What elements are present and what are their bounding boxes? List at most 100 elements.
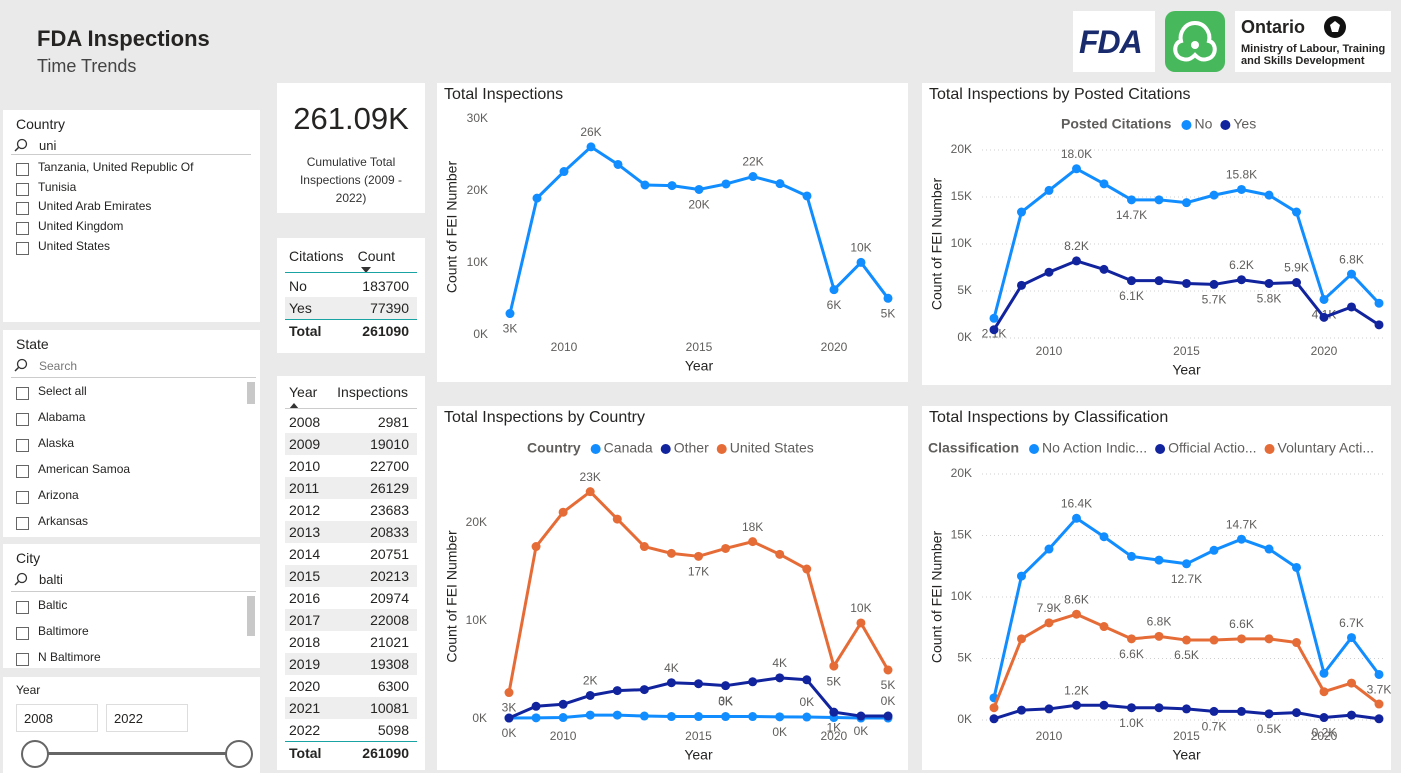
data-point[interactable] xyxy=(1182,704,1191,714)
data-point[interactable] xyxy=(721,681,731,691)
table-cell[interactable]: 20833 xyxy=(370,524,409,540)
slider-handle[interactable] xyxy=(21,740,49,768)
search-placeholder[interactable]: Search xyxy=(39,359,78,373)
table-cell[interactable]: 20213 xyxy=(370,568,409,584)
data-point[interactable] xyxy=(1319,668,1329,678)
data-point[interactable] xyxy=(748,537,758,547)
slicer-item[interactable]: Tanzania, United Republic Of xyxy=(38,160,194,174)
checkbox[interactable] xyxy=(16,182,29,196)
data-point[interactable] xyxy=(1044,185,1054,195)
data-point[interactable] xyxy=(1127,634,1136,644)
data-point[interactable] xyxy=(1182,198,1191,208)
data-point[interactable] xyxy=(1374,298,1384,308)
data-point[interactable] xyxy=(1264,709,1274,719)
table-cell[interactable]: 6300 xyxy=(377,678,409,694)
data-point[interactable] xyxy=(612,710,622,720)
table-cell[interactable]: 2018 xyxy=(289,634,321,650)
data-point[interactable] xyxy=(694,184,704,194)
data-point[interactable] xyxy=(802,675,812,685)
data-point[interactable] xyxy=(1044,544,1054,554)
data-point[interactable] xyxy=(802,191,812,201)
data-point[interactable] xyxy=(1017,280,1026,290)
data-point[interactable] xyxy=(883,665,893,675)
checkbox[interactable] xyxy=(16,413,29,426)
data-point[interactable] xyxy=(883,711,893,721)
legend-swatch[interactable] xyxy=(1181,120,1192,130)
data-point[interactable] xyxy=(694,712,703,722)
data-point[interactable] xyxy=(1072,513,1081,523)
data-point[interactable] xyxy=(1347,710,1356,720)
data-point[interactable] xyxy=(1017,634,1026,644)
data-point[interactable] xyxy=(1374,320,1384,330)
legend-swatch[interactable] xyxy=(1029,444,1040,454)
data-point[interactable] xyxy=(612,686,622,696)
slicer-item[interactable]: Baltimore xyxy=(38,624,89,638)
slicer-item[interactable]: Alabama xyxy=(38,410,86,424)
data-point[interactable] xyxy=(1292,278,1301,288)
data-point[interactable] xyxy=(748,172,758,182)
data-point[interactable] xyxy=(1292,562,1301,572)
data-point[interactable] xyxy=(1292,207,1301,217)
data-point[interactable] xyxy=(856,257,866,267)
column-header[interactable]: Count xyxy=(357,248,395,264)
data-point[interactable] xyxy=(1127,276,1136,286)
data-point[interactable] xyxy=(1154,631,1164,641)
data-point[interactable] xyxy=(1017,571,1026,581)
data-point[interactable] xyxy=(1292,708,1301,718)
data-point[interactable] xyxy=(748,677,758,687)
range-input[interactable]: 2008 xyxy=(16,704,98,732)
slicer-item[interactable]: Select all xyxy=(38,384,87,398)
data-point[interactable] xyxy=(1099,532,1109,542)
data-point[interactable] xyxy=(666,678,676,688)
data-point[interactable] xyxy=(1374,714,1384,724)
table-cell[interactable]: 2008 xyxy=(289,414,321,430)
data-point[interactable] xyxy=(1127,703,1136,713)
data-point[interactable] xyxy=(640,180,650,190)
data-point[interactable] xyxy=(613,159,623,169)
table-cell[interactable]: 2022 xyxy=(289,722,321,738)
data-point[interactable] xyxy=(1127,195,1136,205)
data-point[interactable] xyxy=(775,179,785,189)
table-cell[interactable]: 26129 xyxy=(370,480,409,496)
data-point[interactable] xyxy=(1209,190,1219,200)
data-point[interactable] xyxy=(1374,669,1384,679)
data-point[interactable] xyxy=(585,690,595,700)
data-point[interactable] xyxy=(558,713,568,723)
legend-swatch[interactable] xyxy=(1155,444,1166,454)
slicer-item[interactable]: United Arab Emirates xyxy=(38,199,152,214)
legend-label[interactable]: Canada xyxy=(604,440,653,456)
checkbox[interactable] xyxy=(16,601,29,614)
scrollbar-thumb[interactable] xyxy=(247,596,255,636)
table-cell[interactable]: 2012 xyxy=(289,502,321,518)
data-point[interactable] xyxy=(1292,638,1301,648)
slicer-item[interactable]: N Baltimore xyxy=(38,650,101,664)
data-point[interactable] xyxy=(1099,700,1109,710)
data-point[interactable] xyxy=(856,711,866,721)
data-point[interactable] xyxy=(558,507,568,517)
data-point[interactable] xyxy=(1182,278,1191,288)
data-point[interactable] xyxy=(1072,609,1081,619)
legend-label[interactable]: Official Actio... xyxy=(1168,440,1256,456)
legend-swatch[interactable] xyxy=(716,444,727,454)
data-point[interactable] xyxy=(666,548,676,558)
data-point[interactable] xyxy=(559,167,569,177)
table-cell[interactable]: 183700 xyxy=(362,278,409,294)
data-point[interactable] xyxy=(1072,700,1081,710)
table-cell[interactable]: 10081 xyxy=(370,700,409,716)
data-point[interactable] xyxy=(829,707,839,717)
checkbox[interactable] xyxy=(16,627,29,640)
data-point[interactable] xyxy=(1319,312,1329,322)
data-point[interactable] xyxy=(829,661,839,671)
data-point[interactable] xyxy=(1099,264,1109,274)
data-point[interactable] xyxy=(1154,276,1164,286)
data-point[interactable] xyxy=(531,701,541,711)
table-cell[interactable]: 2013 xyxy=(289,524,321,540)
data-point[interactable] xyxy=(1209,635,1219,645)
data-point[interactable] xyxy=(1347,302,1356,312)
table-cell[interactable]: 2017 xyxy=(289,612,321,628)
data-point[interactable] xyxy=(802,564,812,574)
legend-label[interactable]: United States xyxy=(730,440,814,456)
range-input[interactable]: 2022 xyxy=(106,704,188,732)
table-cell[interactable]: 20974 xyxy=(370,590,409,606)
table-cell[interactable]: 19010 xyxy=(370,436,409,452)
